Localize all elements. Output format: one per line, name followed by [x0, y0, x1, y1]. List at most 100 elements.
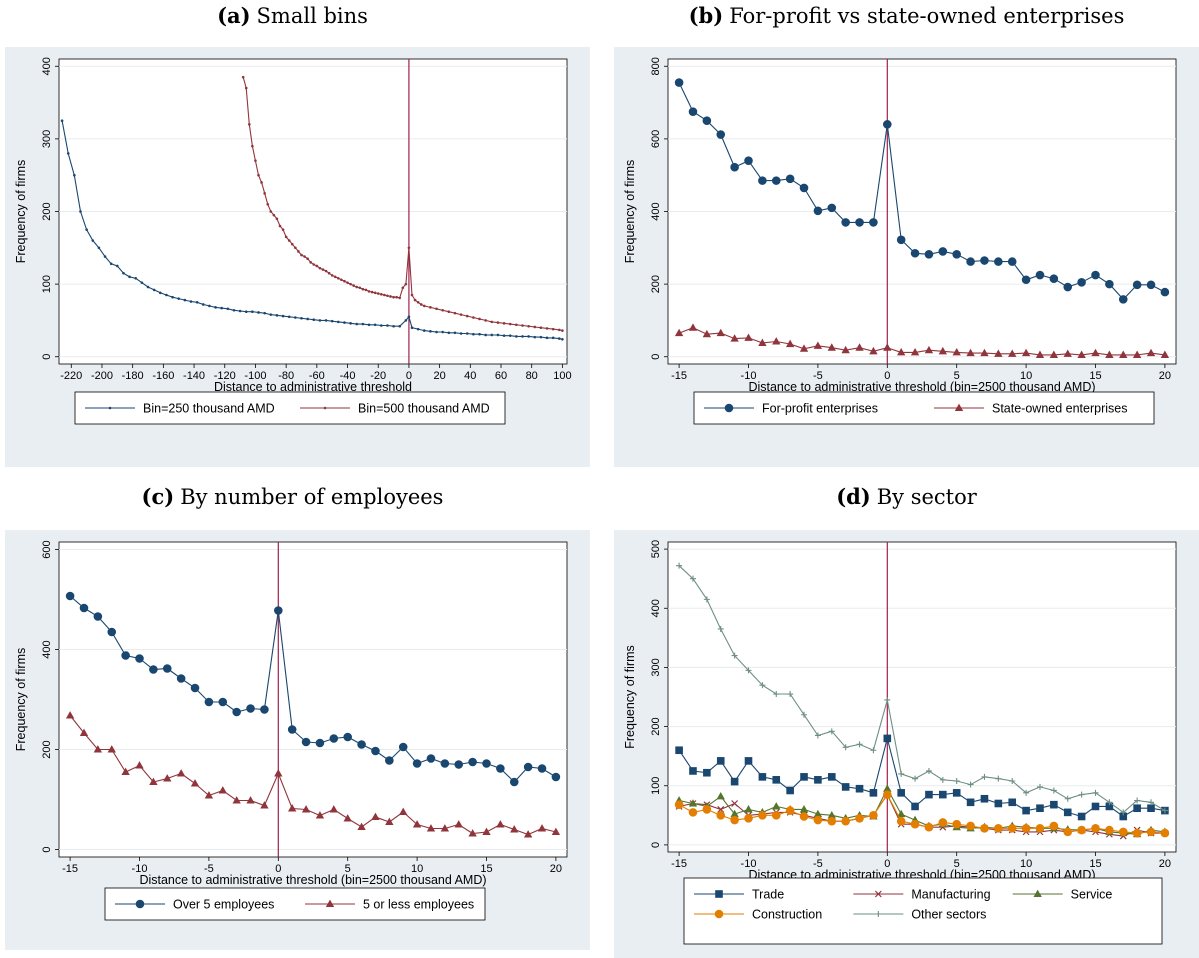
x-axis-label: Distance to administrative threshold (bi…: [139, 873, 486, 887]
data-point: [561, 329, 564, 332]
data-point: [897, 348, 906, 356]
x-tick-label: 5: [954, 858, 960, 870]
data-point: [980, 824, 989, 833]
data-point: [717, 805, 725, 813]
data-point: [1132, 280, 1142, 290]
data-point: [1036, 783, 1043, 790]
data-point: [278, 224, 282, 228]
data-point: [827, 203, 837, 213]
data-point: [383, 293, 386, 297]
data-point: [260, 801, 269, 809]
panel-c-label: (c): [141, 484, 175, 509]
data-point: [398, 742, 408, 752]
y-tick-label: 400: [650, 599, 662, 617]
data-point: [370, 290, 374, 294]
data-point: [716, 328, 725, 337]
data-point: [744, 757, 753, 765]
panel-d-title: (d) By sector: [614, 484, 1199, 509]
data-point: [509, 777, 519, 787]
data-point: [1008, 798, 1017, 807]
data-point: [869, 346, 878, 355]
data-point: [294, 246, 297, 250]
data-point: [883, 784, 892, 792]
y-tick-label: 100: [650, 777, 662, 795]
data-point: [306, 317, 309, 321]
data-point: [306, 257, 309, 261]
x-tick-label: 0: [884, 370, 890, 382]
x-tick-label: -100: [244, 370, 266, 382]
data-point: [533, 325, 537, 329]
data-point: [883, 790, 892, 799]
data-point: [371, 812, 380, 821]
data-point: [459, 332, 463, 335]
data-point: [103, 255, 107, 258]
series-0: [65, 591, 561, 787]
data-point: [814, 776, 822, 784]
data-point: [1091, 802, 1100, 811]
data-point: [703, 768, 711, 777]
data-point: [1133, 804, 1141, 813]
data-point: [716, 792, 725, 800]
data-point: [924, 822, 934, 832]
legend-marker: [1033, 889, 1042, 898]
data-point: [410, 293, 414, 297]
data-point: [177, 297, 181, 300]
data-point: [1134, 797, 1141, 804]
data-point: [312, 318, 316, 322]
data-point: [828, 728, 835, 735]
data-point: [404, 282, 408, 286]
data-point: [407, 246, 411, 250]
data-point: [190, 779, 200, 787]
data-point: [340, 278, 343, 282]
data-point: [1063, 282, 1073, 292]
data-point: [551, 827, 561, 836]
y-tick-label: 400: [41, 640, 53, 658]
x-tick-label: 5: [345, 863, 351, 875]
data-point: [884, 696, 891, 703]
data-point: [1118, 295, 1128, 304]
data-point: [204, 791, 214, 799]
panel-c-title-text: By number of employees: [180, 485, 444, 509]
data-point: [171, 295, 174, 299]
data-point: [1132, 828, 1142, 838]
data-point: [355, 285, 359, 289]
data-point: [165, 293, 168, 297]
data-point: [1077, 278, 1086, 287]
data-point: [1078, 791, 1085, 798]
data-point: [266, 202, 270, 206]
panel-a-title-text: Small bins: [256, 4, 368, 28]
data-point: [386, 324, 389, 327]
data-point: [1146, 348, 1156, 357]
data-point: [551, 327, 555, 331]
data-point: [435, 307, 438, 311]
data-point: [1146, 827, 1156, 837]
data-point: [545, 336, 549, 340]
data-point: [773, 691, 780, 698]
data-point: [472, 332, 475, 336]
data-point: [510, 825, 519, 833]
data-point: [254, 159, 257, 162]
data-point: [300, 253, 303, 257]
y-tick-label: 300: [650, 658, 662, 676]
data-point: [60, 119, 64, 123]
data-point: [385, 817, 394, 826]
data-point: [324, 319, 328, 322]
x-tick-label: 15: [1089, 858, 1101, 870]
data-point: [329, 805, 338, 813]
legend-box: [104, 887, 486, 921]
data-point: [1064, 795, 1071, 802]
data-point: [994, 349, 1003, 357]
y-tick-label: 800: [650, 57, 662, 75]
series-line: [678, 327, 1165, 356]
data-point: [537, 824, 547, 832]
data-point: [952, 250, 961, 259]
data-point: [482, 827, 491, 836]
data-point: [689, 767, 697, 775]
data-point: [416, 327, 420, 331]
y-tick-label: 0: [650, 354, 662, 360]
x-tick-label: -60: [309, 370, 325, 382]
data-point: [702, 116, 712, 126]
data-point: [1021, 348, 1031, 357]
data-point: [827, 773, 836, 781]
plot-area: [58, 541, 568, 858]
